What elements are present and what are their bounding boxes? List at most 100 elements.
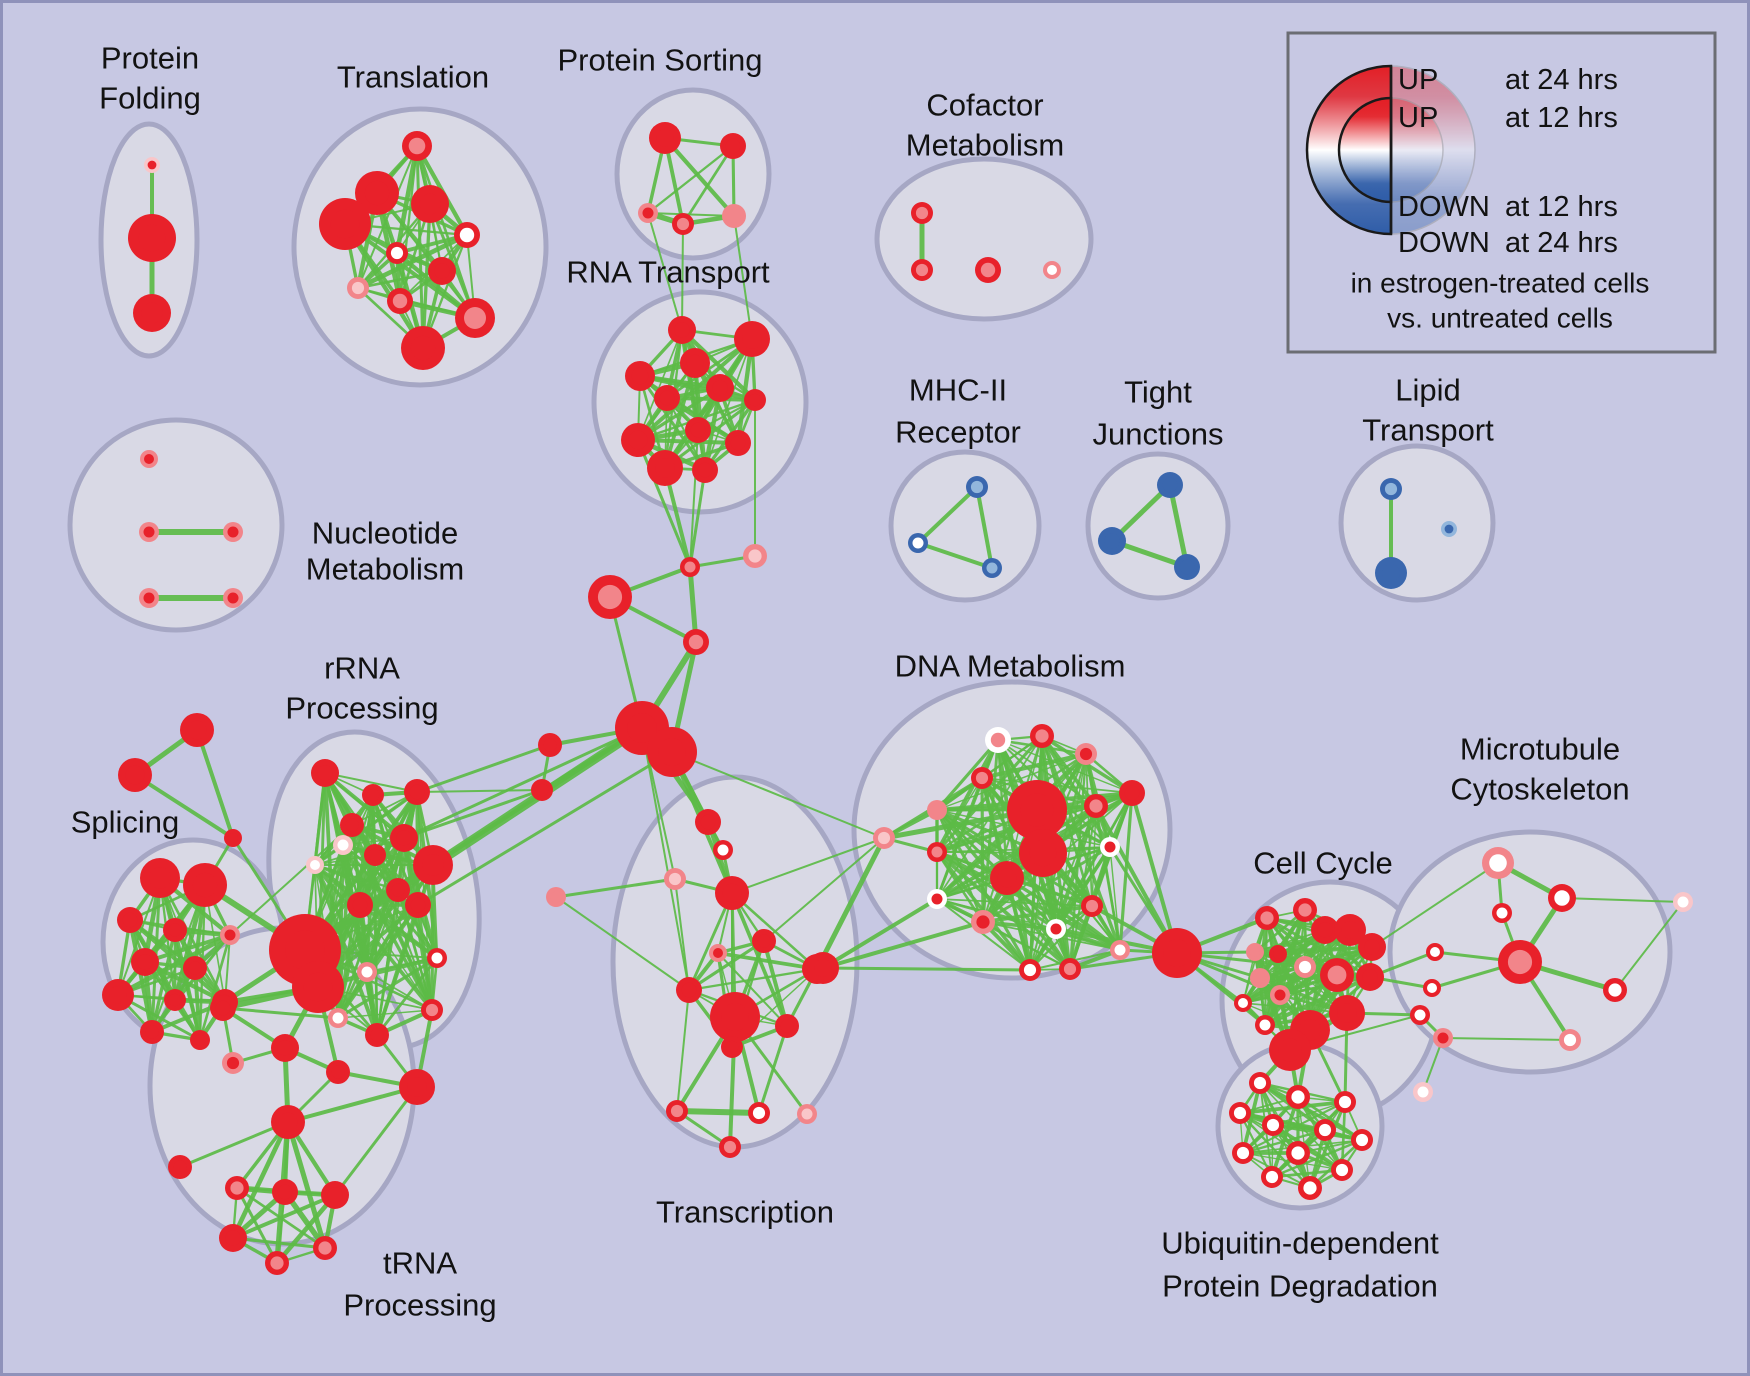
gene-node-inner-core xyxy=(407,1077,427,1097)
gene-node xyxy=(588,575,632,619)
gene-node xyxy=(982,558,1002,578)
gene-node xyxy=(117,907,143,933)
interaction-edge xyxy=(416,750,674,907)
interaction-edge xyxy=(229,824,353,936)
gene-node-inner-core xyxy=(1079,747,1093,761)
gene-node-inner-core xyxy=(686,354,704,372)
gene-node xyxy=(223,588,243,608)
gene-node xyxy=(1246,943,1264,961)
gene-node-inner-core xyxy=(980,262,996,278)
gene-node-inner-core xyxy=(1317,922,1333,938)
interaction-edge xyxy=(336,888,400,1020)
gene-node xyxy=(1270,985,1290,1005)
interaction-edge xyxy=(687,967,819,992)
gene-node xyxy=(1084,794,1108,818)
gene-node xyxy=(975,257,1001,283)
gene-node xyxy=(621,423,655,457)
interaction-edge xyxy=(681,223,684,331)
cluster-label-ubiquitin-degradation: Protein Degradation xyxy=(1162,1269,1438,1304)
interaction-edge xyxy=(679,327,758,403)
interaction-edge xyxy=(1270,1138,1364,1179)
gene-node-inner-core xyxy=(391,883,405,897)
gene-node-inner-core xyxy=(970,480,984,494)
gene-node xyxy=(971,910,995,934)
interaction-edge xyxy=(821,897,939,970)
interaction-edge xyxy=(975,485,994,570)
gene-node-inner-core xyxy=(681,982,697,998)
interaction-edge xyxy=(337,1009,433,1019)
gene-node xyxy=(1358,933,1386,961)
interaction-edge xyxy=(428,202,477,320)
gene-node-inner-core xyxy=(1496,907,1508,919)
gene-node xyxy=(139,588,159,608)
gene-node xyxy=(355,171,399,215)
gene-node-inner-core xyxy=(1114,944,1126,956)
gene-node-inner-core xyxy=(976,915,990,929)
interaction-edge xyxy=(333,1085,419,1197)
gene-node xyxy=(364,844,386,866)
gene-node-inner-core xyxy=(337,839,349,851)
gene-node-inner-core xyxy=(997,868,1017,888)
gene-node xyxy=(140,1020,164,1044)
gene-node xyxy=(927,889,947,909)
gene-node-inner-core xyxy=(227,592,239,604)
interaction-edge xyxy=(757,1024,789,1115)
interaction-edge xyxy=(416,903,434,1012)
interaction-edge xyxy=(981,920,1058,931)
gene-node xyxy=(966,476,988,498)
gene-node-inner-core xyxy=(1338,1095,1352,1109)
interaction-edge xyxy=(981,777,1133,794)
gene-node-inner-core xyxy=(434,263,450,279)
gene-node-inner-core xyxy=(1020,793,1054,827)
cluster-label-translation: Translation xyxy=(337,60,489,95)
cluster-ellipse-lipid-transport xyxy=(1338,443,1496,603)
gene-node xyxy=(1007,780,1067,840)
gene-node-inner-core xyxy=(801,1108,813,1120)
gene-node xyxy=(1110,940,1130,960)
gene-node xyxy=(365,1023,389,1047)
interaction-edge xyxy=(638,374,707,472)
gene-node-inner-core xyxy=(1233,1106,1247,1120)
gene-node xyxy=(421,999,443,1021)
interaction-edge xyxy=(193,966,202,1042)
interaction-edge xyxy=(313,863,434,1012)
gene-node-inner-core xyxy=(713,948,723,958)
gene-node xyxy=(680,557,700,577)
cluster-label-protein-folding: Folding xyxy=(99,81,201,116)
gene-node-inner-core xyxy=(230,1181,244,1195)
gene-node-inner-core xyxy=(1089,799,1103,813)
gene-node xyxy=(168,1155,192,1179)
gene-node-inner-core xyxy=(1362,969,1378,985)
gene-node-inner-core xyxy=(277,1040,293,1056)
legend-time-label: at 24 hrs xyxy=(1505,227,1618,259)
cluster-ellipse-mhc-ii-receptor xyxy=(888,449,1042,603)
cluster-ellipse-nucleotide-metabolism xyxy=(67,417,285,633)
gene-node-inner-core xyxy=(1047,265,1057,275)
gene-node-inner-core xyxy=(1278,1038,1302,1062)
interaction-edge xyxy=(814,835,887,972)
gene-node-inner-core xyxy=(138,224,166,252)
gene-node xyxy=(164,989,186,1011)
gene-node-inner-core xyxy=(725,1040,739,1054)
interaction-edge xyxy=(641,727,690,991)
gene-node-inner-core xyxy=(628,430,648,450)
cluster-label-cofactor-metabolism: Cofactor xyxy=(926,88,1043,123)
gene-node-inner-core xyxy=(390,246,404,260)
gene-node-inner-core xyxy=(1163,939,1191,967)
gene-node xyxy=(725,430,751,456)
gene-node-inner-core xyxy=(722,883,742,903)
gene-node-inner-core xyxy=(330,209,360,239)
cluster-label-microtubule-cytoskeleton: Microtubule xyxy=(1460,732,1620,767)
gene-node xyxy=(1433,1028,1453,1048)
gene-node xyxy=(911,202,933,224)
gene-node xyxy=(666,1100,688,1122)
gene-node-inner-core xyxy=(656,129,674,147)
gene-node-inner-core xyxy=(912,537,924,549)
gene-node-inner-core xyxy=(145,1025,159,1039)
gene-node-inner-core xyxy=(147,160,157,170)
interaction-edge xyxy=(359,904,433,1011)
interaction-edge xyxy=(555,896,690,991)
interaction-edge xyxy=(1442,1037,1571,1041)
gene-node xyxy=(647,727,697,777)
gene-node xyxy=(347,892,373,918)
